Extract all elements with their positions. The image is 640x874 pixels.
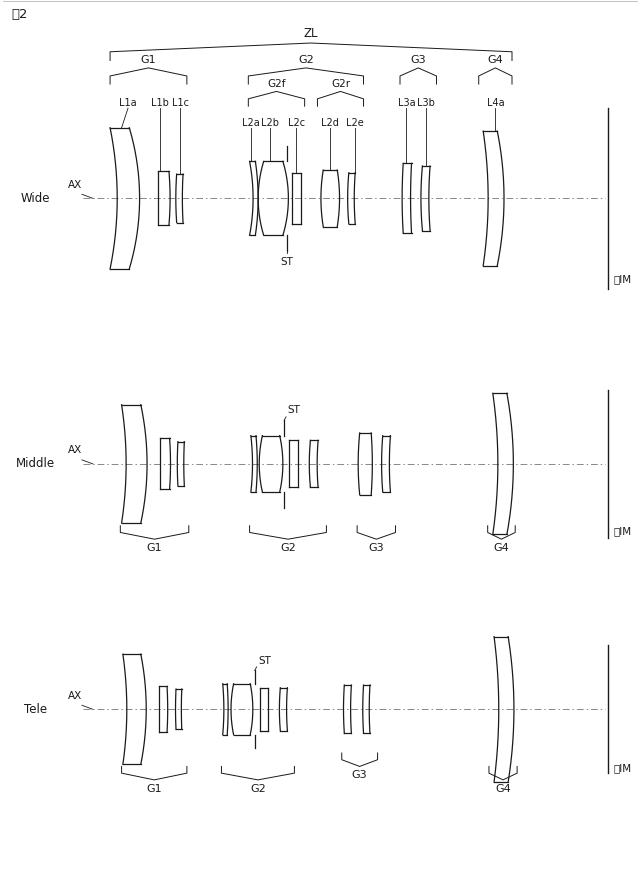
Text: ST: ST bbox=[258, 656, 271, 666]
Text: AX: AX bbox=[68, 179, 82, 190]
Text: L2d: L2d bbox=[321, 118, 339, 128]
Text: G2r: G2r bbox=[331, 79, 350, 89]
Text: L2c: L2c bbox=[288, 118, 305, 128]
Text: L1a: L1a bbox=[119, 98, 137, 108]
Text: G2: G2 bbox=[250, 784, 266, 794]
Text: L1c: L1c bbox=[172, 98, 189, 108]
Text: L2a: L2a bbox=[242, 118, 260, 128]
Text: AX: AX bbox=[68, 445, 82, 455]
Text: G1: G1 bbox=[147, 544, 163, 553]
Text: G1: G1 bbox=[147, 784, 162, 794]
Text: Middle: Middle bbox=[15, 457, 55, 470]
Text: ～IM: ～IM bbox=[613, 764, 631, 773]
Text: G4: G4 bbox=[495, 784, 511, 794]
Text: G4: G4 bbox=[493, 544, 509, 553]
Text: L3a: L3a bbox=[397, 98, 415, 108]
Text: ST: ST bbox=[280, 258, 293, 267]
Text: G1: G1 bbox=[141, 55, 156, 66]
Text: G3: G3 bbox=[352, 771, 367, 780]
Text: L3b: L3b bbox=[417, 98, 435, 108]
Text: 図2: 図2 bbox=[12, 8, 28, 21]
Text: G2: G2 bbox=[298, 55, 314, 66]
Text: Tele: Tele bbox=[24, 703, 47, 716]
Text: ST: ST bbox=[287, 406, 300, 415]
Text: AX: AX bbox=[68, 690, 82, 701]
Text: L2b: L2b bbox=[261, 118, 279, 128]
Text: G2: G2 bbox=[280, 544, 296, 553]
Text: G3: G3 bbox=[369, 544, 384, 553]
Text: L1b: L1b bbox=[151, 98, 169, 108]
Text: ZL: ZL bbox=[304, 27, 318, 40]
Text: G4: G4 bbox=[488, 55, 503, 66]
Text: L4a: L4a bbox=[486, 98, 504, 108]
Text: Wide: Wide bbox=[20, 191, 50, 205]
Text: ～IM: ～IM bbox=[613, 526, 631, 536]
Text: ～IM: ～IM bbox=[613, 274, 631, 284]
Text: L2e: L2e bbox=[346, 118, 364, 128]
Text: G3: G3 bbox=[410, 55, 426, 66]
Text: G2f: G2f bbox=[268, 79, 285, 89]
